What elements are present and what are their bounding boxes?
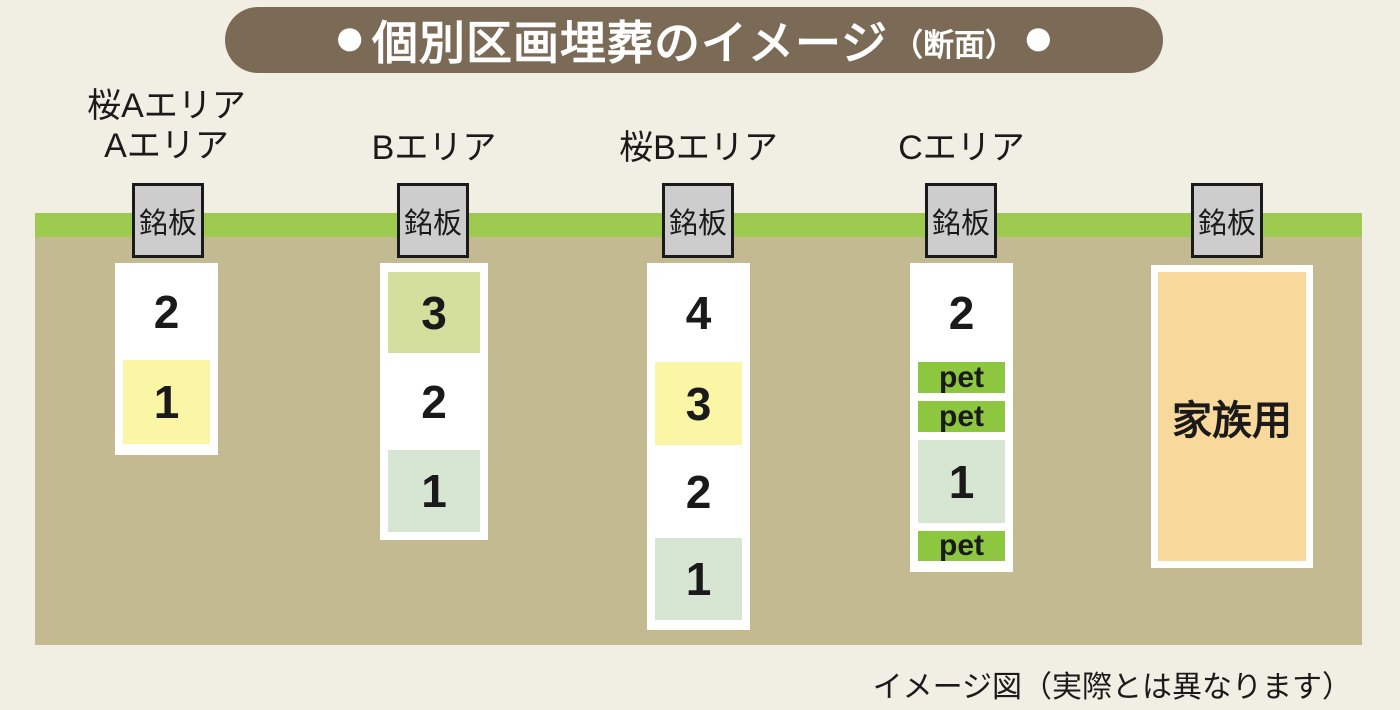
- area-label-b: Bエリア: [372, 128, 497, 168]
- area-label-line: 桜Aエリア: [87, 87, 246, 125]
- area-label-line: Aエリア: [104, 127, 229, 165]
- family-plot: 家族用: [1158, 272, 1306, 561]
- plot-cell-c-pet: pet: [918, 529, 1005, 562]
- plot-cell-b-1: 1: [388, 450, 480, 532]
- plot-cell-sakura-b-3: 3: [655, 362, 742, 445]
- plot-cell-a-2: 2: [123, 263, 210, 360]
- plot-spacer: [918, 393, 1005, 401]
- plot-cell-sakura-b-1: 1: [655, 538, 742, 620]
- nameplate-sakura-b: 銘板: [662, 183, 734, 258]
- caption: イメージ図（実際とは異なります）: [872, 671, 1352, 704]
- plot-cell-a-1: 1: [123, 360, 210, 444]
- plot-cell-c-pet: pet: [918, 400, 1005, 433]
- plot-cell-b-2: 2: [388, 353, 480, 450]
- nameplate-a: 銘板: [132, 183, 204, 258]
- plot-cell-c-2: 2: [918, 263, 1005, 362]
- title-banner: ● 個別区画埋葬のイメージ （断面） ●: [225, 7, 1163, 73]
- plot-spacer: [918, 432, 1005, 440]
- plot-cell-b-3: 3: [388, 272, 480, 353]
- plot-cell-c-pet: pet: [918, 361, 1005, 394]
- area-label-sakura-b: 桜Bエリア: [619, 128, 778, 168]
- nameplate-family: 銘板: [1191, 183, 1263, 258]
- area-label-a: 桜Aエリア Aエリア: [87, 86, 246, 166]
- area-label-c: Cエリア: [898, 128, 1025, 168]
- page-title-sub: （断面）: [892, 27, 1017, 63]
- plot-spacer: [918, 523, 1005, 531]
- area-label-line: Cエリア: [898, 129, 1025, 167]
- column-c: 2 pet pet 1 pet: [910, 263, 1013, 572]
- page-title: 個別区画埋葬のイメージ: [371, 17, 889, 69]
- nameplate-c: 銘板: [925, 183, 997, 258]
- plot-cell-sakura-b-2: 2: [655, 445, 742, 538]
- nameplate-b: 銘板: [397, 183, 469, 258]
- column-family: 家族用: [1151, 265, 1313, 568]
- area-label-line: Bエリア: [371, 129, 497, 167]
- plot-cell-sakura-b-4: 4: [655, 263, 742, 362]
- plot-cell-c-1: 1: [918, 440, 1005, 523]
- area-label-line: 桜Bエリア: [619, 129, 778, 167]
